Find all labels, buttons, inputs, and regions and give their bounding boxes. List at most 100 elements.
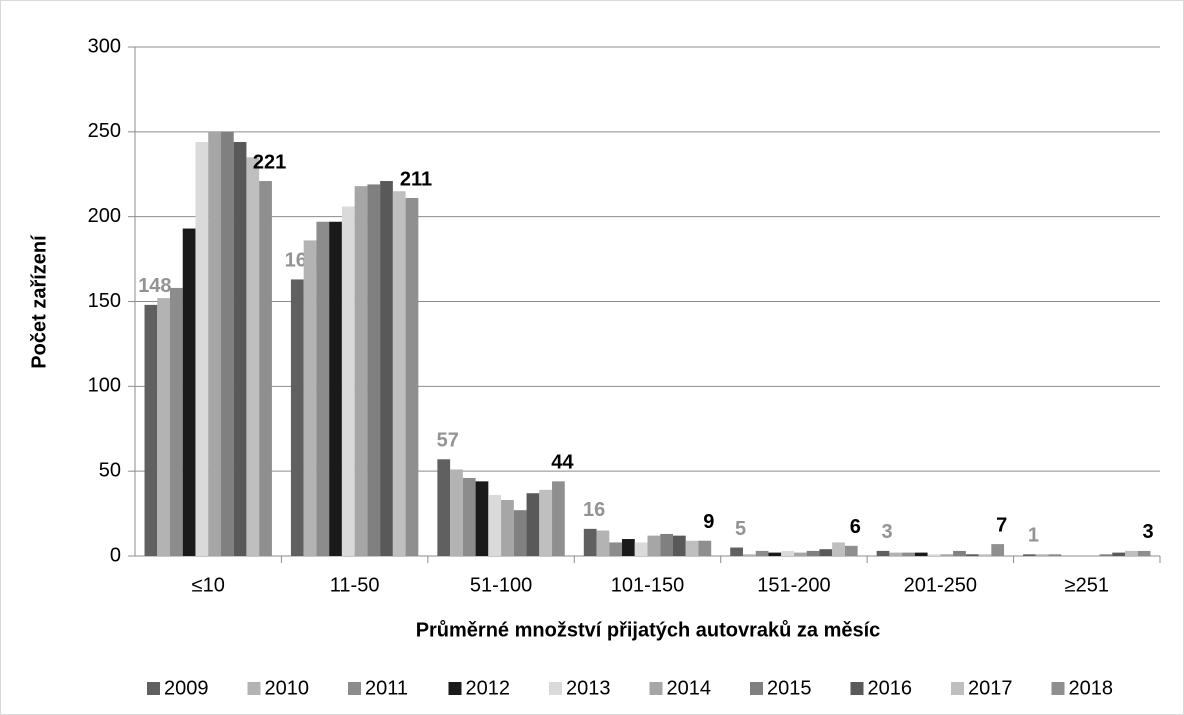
x-tick-label: 101-150 — [611, 574, 684, 596]
bar — [182, 228, 196, 556]
y-tick-label: 100 — [88, 375, 121, 397]
x-tick-label: ≤10 — [192, 574, 225, 596]
data-label: 3 — [881, 521, 892, 543]
bar — [552, 481, 565, 556]
data-label: 211 — [400, 168, 432, 190]
legend-label: 2011 — [365, 677, 408, 699]
legend-label: 2009 — [164, 677, 209, 699]
bar — [405, 198, 419, 556]
bar — [583, 528, 597, 556]
bar — [501, 500, 514, 556]
bar — [462, 477, 476, 556]
bar — [768, 552, 782, 556]
bar — [927, 554, 941, 556]
bar — [660, 533, 673, 556]
bar — [1048, 554, 1062, 556]
bar — [208, 131, 221, 557]
bar — [157, 298, 170, 556]
bar — [755, 550, 769, 556]
x-axis-title: Průměrné množství přijatých autovraků za… — [416, 619, 881, 641]
bar — [290, 279, 304, 556]
y-axis-title: Počet zařízení — [28, 234, 50, 369]
legend-swatch — [247, 682, 261, 695]
data-label: 57 — [437, 430, 459, 452]
y-tick-label: 0 — [110, 544, 121, 566]
bar — [329, 221, 342, 557]
bar — [889, 552, 903, 556]
legend-label: 2013 — [566, 677, 611, 699]
bar — [819, 549, 833, 556]
x-tick-label: 11-50 — [330, 574, 380, 596]
bar — [609, 542, 623, 556]
y-tick-label: 250 — [88, 120, 121, 142]
legend-swatch — [951, 682, 964, 695]
bar — [1099, 554, 1113, 556]
bar — [832, 542, 845, 556]
legend-label: 2014 — [667, 677, 712, 699]
data-label: 6 — [850, 516, 861, 538]
legend-label: 2017 — [968, 677, 1013, 699]
bar — [698, 540, 712, 556]
bar — [902, 552, 915, 556]
data-label: 5 — [735, 518, 746, 540]
legend-label: 2018 — [1069, 677, 1114, 699]
legend-swatch — [147, 682, 160, 695]
bar — [367, 184, 381, 556]
bar — [539, 489, 553, 556]
data-label: 3 — [1143, 521, 1154, 543]
data-label: 7 — [996, 514, 1007, 536]
data-label: 148 — [138, 275, 171, 297]
y-tick-label: 300 — [88, 35, 121, 57]
bar — [965, 554, 979, 556]
data-label: 44 — [551, 452, 574, 474]
legend-swatch — [448, 682, 462, 695]
bar — [730, 547, 743, 556]
legend-swatch — [649, 682, 663, 695]
bar — [978, 554, 992, 556]
y-tick-label: 50 — [99, 459, 121, 481]
bar — [169, 287, 183, 556]
bar — [806, 550, 820, 556]
bar — [341, 206, 355, 556]
bar — [220, 131, 234, 557]
legend-swatch — [1051, 682, 1065, 695]
legend-label: 2010 — [265, 677, 310, 699]
legend-swatch — [750, 682, 763, 695]
data-label: 16 — [583, 499, 605, 521]
legend-swatch — [850, 682, 864, 695]
bar — [1035, 554, 1049, 556]
x-tick-label: 151-200 — [757, 574, 830, 596]
bar — [953, 550, 966, 556]
bar — [475, 481, 489, 556]
bar — [259, 181, 272, 556]
bar — [793, 552, 807, 556]
bar — [991, 544, 1005, 556]
bar — [685, 540, 699, 556]
bar — [781, 550, 794, 556]
bar — [622, 539, 635, 556]
bar — [596, 530, 610, 556]
bar — [303, 240, 317, 557]
bar — [914, 552, 928, 556]
legend-label: 2016 — [868, 677, 913, 699]
bar — [526, 493, 540, 556]
bar — [647, 535, 661, 556]
bar — [1112, 552, 1126, 556]
bar — [1125, 550, 1138, 556]
bar — [876, 550, 890, 556]
legend-swatch — [348, 682, 361, 695]
bar — [437, 459, 451, 556]
bar — [233, 142, 247, 556]
bar — [450, 469, 463, 556]
x-tick-label: ≥251 — [1065, 574, 1109, 596]
y-tick-label: 200 — [88, 205, 121, 227]
bar — [1023, 554, 1036, 556]
y-tick-label: 150 — [88, 290, 121, 312]
bar — [672, 535, 686, 556]
legend-label: 2012 — [466, 677, 511, 699]
bar — [1137, 550, 1151, 556]
x-tick-label: 51-100 — [470, 574, 532, 596]
bar — [316, 221, 330, 557]
data-label: 9 — [703, 511, 714, 533]
